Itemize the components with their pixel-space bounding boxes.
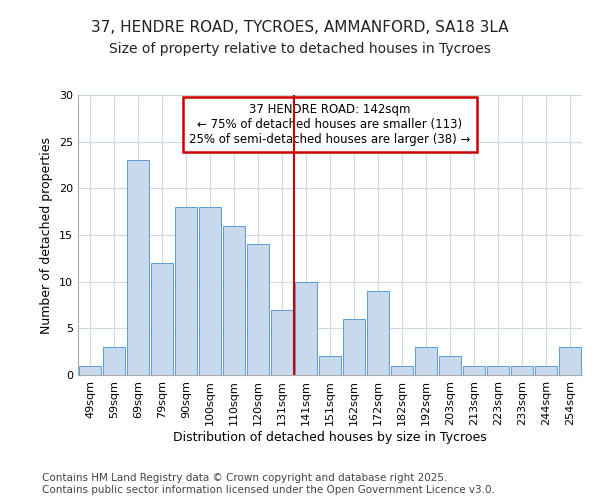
Bar: [343, 319, 365, 375]
Bar: [271, 310, 293, 375]
Text: Size of property relative to detached houses in Tycroes: Size of property relative to detached ho…: [109, 42, 491, 56]
Bar: [511, 366, 533, 375]
Y-axis label: Number of detached properties: Number of detached properties: [40, 136, 53, 334]
Bar: [175, 207, 197, 375]
Bar: [367, 291, 389, 375]
Bar: [559, 347, 581, 375]
Bar: [199, 207, 221, 375]
Bar: [223, 226, 245, 375]
X-axis label: Distribution of detached houses by size in Tycroes: Distribution of detached houses by size …: [173, 430, 487, 444]
Text: Contains HM Land Registry data © Crown copyright and database right 2025.
Contai: Contains HM Land Registry data © Crown c…: [42, 474, 495, 495]
Bar: [319, 356, 341, 375]
Bar: [247, 244, 269, 375]
Bar: [103, 347, 125, 375]
Bar: [127, 160, 149, 375]
Text: 37, HENDRE ROAD, TYCROES, AMMANFORD, SA18 3LA: 37, HENDRE ROAD, TYCROES, AMMANFORD, SA1…: [91, 20, 509, 35]
Bar: [535, 366, 557, 375]
Text: 37 HENDRE ROAD: 142sqm
← 75% of detached houses are smaller (113)
25% of semi-de: 37 HENDRE ROAD: 142sqm ← 75% of detached…: [190, 104, 470, 146]
Bar: [79, 366, 101, 375]
Bar: [295, 282, 317, 375]
Bar: [391, 366, 413, 375]
Bar: [151, 263, 173, 375]
Bar: [415, 347, 437, 375]
Bar: [487, 366, 509, 375]
Bar: [463, 366, 485, 375]
Bar: [439, 356, 461, 375]
